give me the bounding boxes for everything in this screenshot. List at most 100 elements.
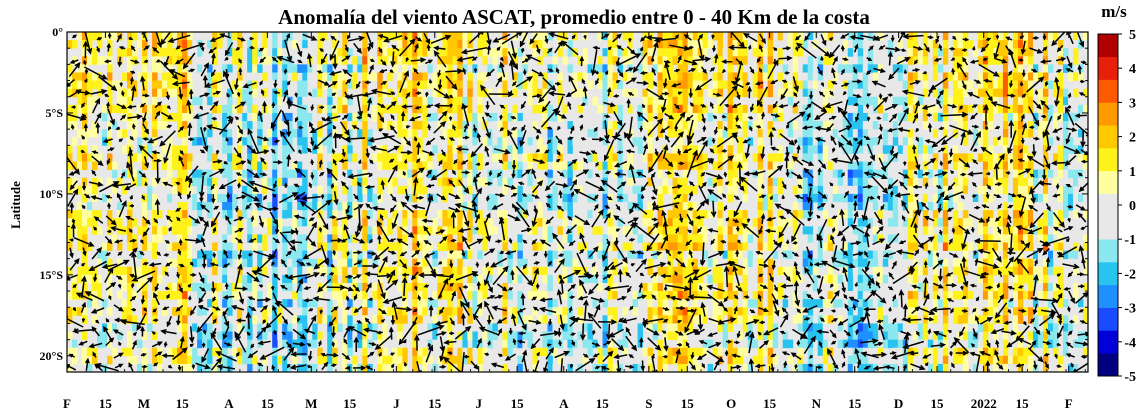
heatmap-cell xyxy=(652,226,658,235)
heatmap-cell xyxy=(897,145,904,154)
heatmap-cell xyxy=(802,96,809,106)
heatmap-cell xyxy=(857,145,864,154)
heatmap-cell xyxy=(312,202,318,211)
heatmap-cell xyxy=(847,218,854,227)
heatmap-cell xyxy=(752,104,759,114)
heatmap-cell xyxy=(272,210,278,219)
heatmap-cell xyxy=(422,48,428,57)
heatmap-cell xyxy=(332,218,338,227)
heatmap-cell xyxy=(522,234,528,243)
heatmap-cell xyxy=(762,234,769,243)
heatmap-cell xyxy=(362,282,368,292)
heatmap-cell xyxy=(802,291,809,300)
heatmap-cell xyxy=(842,193,849,203)
heatmap-cell xyxy=(377,274,383,284)
heatmap-cell xyxy=(102,242,108,251)
heatmap-cell xyxy=(542,339,548,349)
heatmap-cell xyxy=(317,234,323,243)
heatmap-cell xyxy=(902,169,909,179)
heatmap-cell xyxy=(452,48,458,57)
heatmap-cell xyxy=(642,88,648,98)
heatmap-cell xyxy=(307,315,313,324)
heatmap-cell xyxy=(527,177,533,187)
heatmap-cell xyxy=(282,177,288,187)
heatmap-cell xyxy=(432,282,438,292)
heatmap-cell xyxy=(662,347,668,357)
heatmap-cell xyxy=(467,266,473,276)
heatmap-cell xyxy=(807,363,814,372)
heatmap-cell xyxy=(272,153,278,162)
heatmap-cell xyxy=(502,185,508,195)
heatmap-cell xyxy=(812,169,819,179)
heatmap-cell xyxy=(272,56,278,65)
heatmap-cell xyxy=(322,137,328,146)
heatmap-cell xyxy=(767,242,774,251)
heatmap-cell xyxy=(462,331,468,341)
heatmap-cell xyxy=(882,88,889,98)
heatmap-cell xyxy=(292,210,298,219)
heatmap-cell xyxy=(447,129,453,138)
heatmap-cell xyxy=(752,80,759,90)
heatmap-cell xyxy=(532,104,538,114)
heatmap-cell xyxy=(622,32,628,41)
heatmap-cell xyxy=(727,80,734,90)
heatmap-cell xyxy=(437,153,443,162)
heatmap-cell xyxy=(897,185,904,195)
heatmap-cell xyxy=(717,282,724,292)
heatmap-cell xyxy=(957,169,964,179)
heatmap-cell xyxy=(722,347,729,357)
heatmap-cell xyxy=(367,331,373,341)
heatmap-cell xyxy=(597,355,603,365)
heatmap-cell xyxy=(957,234,964,243)
heatmap-cell xyxy=(327,72,333,81)
heatmap-cell xyxy=(392,137,398,146)
heatmap-cell xyxy=(282,153,288,162)
heatmap-cell xyxy=(792,48,799,57)
heatmap-cell xyxy=(662,64,668,73)
heatmap-cell xyxy=(792,72,799,81)
heatmap-cell xyxy=(767,169,774,179)
heatmap-cell xyxy=(172,226,178,235)
heatmap-cell xyxy=(87,218,93,227)
heatmap-cell xyxy=(472,274,478,284)
heatmap-cell xyxy=(522,266,528,276)
heatmap-cell xyxy=(182,137,188,146)
heatmap-cell xyxy=(292,323,298,332)
heatmap-cell xyxy=(697,153,704,162)
heatmap-cell xyxy=(477,40,483,49)
heatmap-cell xyxy=(792,242,799,251)
heatmap-cell xyxy=(732,121,739,130)
heatmap-cell xyxy=(157,104,163,114)
heatmap-cell xyxy=(952,210,959,219)
heatmap-cell xyxy=(312,72,318,81)
heatmap-cell xyxy=(77,104,83,114)
heatmap-cell xyxy=(352,291,358,300)
heatmap-cell xyxy=(302,291,308,300)
heatmap-cell xyxy=(697,177,704,187)
heatmap-cell xyxy=(612,104,618,114)
heatmap-cell xyxy=(72,72,78,81)
heatmap-cell xyxy=(507,258,513,268)
heatmap-cell xyxy=(342,72,348,81)
heatmap-cell xyxy=(192,64,198,73)
heatmap-cell xyxy=(312,129,318,138)
heatmap-cell xyxy=(417,226,423,235)
heatmap-cell xyxy=(737,218,744,227)
heatmap-cell xyxy=(762,202,769,211)
heatmap-cell xyxy=(747,185,754,195)
heatmap-cell xyxy=(257,40,263,49)
heatmap-cell xyxy=(657,323,663,332)
heatmap-cell xyxy=(882,315,889,324)
heatmap-cell xyxy=(517,129,523,138)
heatmap-cell xyxy=(107,355,113,365)
heatmap-cell xyxy=(817,137,824,146)
heatmap-cell xyxy=(657,291,663,300)
heatmap-cell xyxy=(107,72,113,81)
heatmap-cell xyxy=(817,299,824,308)
heatmap-cell xyxy=(647,363,653,372)
heatmap-cell xyxy=(232,153,238,162)
heatmap-cell xyxy=(952,153,959,162)
heatmap-cell xyxy=(722,72,729,81)
heatmap-cell xyxy=(562,234,568,243)
heatmap-cell xyxy=(107,177,113,187)
